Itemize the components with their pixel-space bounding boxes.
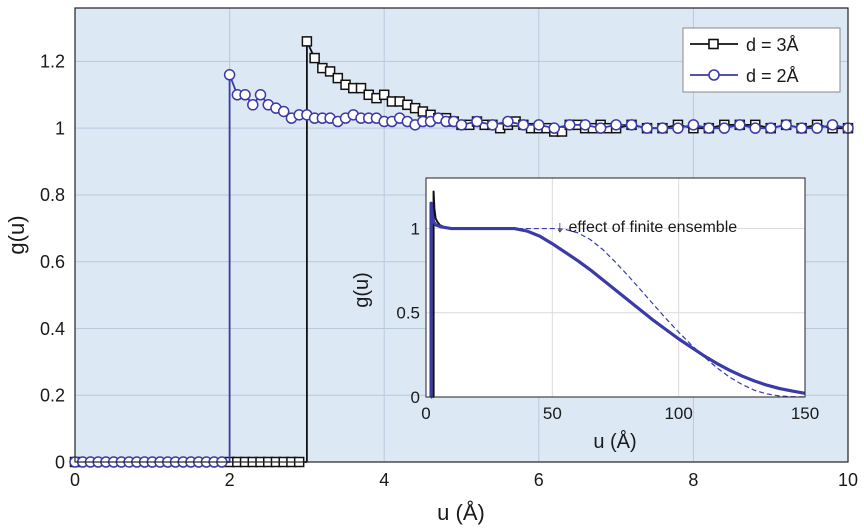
main-data-point-circle: [687, 119, 700, 131]
main-y-axis-label: g(u): [4, 215, 29, 254]
inset-plot-frame: [425, 177, 806, 398]
main-y-tick-label: 0.2: [40, 386, 65, 406]
main-data-point-circle: [610, 119, 622, 131]
main-data-point-circle: [749, 122, 761, 134]
inset-series-line-2: [501, 227, 806, 398]
main-x-tick-labels: 0 2 4 6 8 10: [70, 470, 858, 490]
main-plot-frame: [74, 7, 849, 463]
legend-marker-square: [708, 38, 719, 50]
main-data-point-square: [324, 66, 336, 77]
main-data-point-circle: [502, 115, 514, 128]
main-data-point-circle: [277, 105, 290, 118]
inset-annotation: ↓ effect of finite ensemble: [556, 219, 737, 236]
inset-y-tick-label: 1: [411, 219, 420, 238]
main-data-point-square: [355, 82, 367, 94]
inset-y-axis-label: g(u): [351, 272, 373, 308]
main-data-point-circle: [764, 122, 777, 134]
main-data-point-circle: [826, 119, 839, 131]
main-data-point-square: [378, 89, 390, 101]
main-data-point-circle: [734, 119, 746, 131]
main-data-point-square: [309, 52, 320, 64]
main-data-point-circle: [563, 119, 576, 131]
inset-x-tick-label: 0: [421, 404, 430, 423]
main-data-point-circle: [223, 69, 236, 81]
main-y-tick-label: 0: [55, 452, 65, 472]
main-y-tick-label: 1: [55, 118, 65, 138]
inset-x-tick-label: 150: [791, 404, 819, 423]
main-data-point-circle: [254, 89, 267, 101]
inset-y-tick-label: 0: [411, 388, 420, 407]
main-y-tick-label: 1.2: [40, 52, 65, 72]
main-data-point-circle: [594, 122, 607, 134]
inset-plot-background: [426, 178, 805, 397]
main-data-point-circle: [780, 119, 792, 131]
main-x-tick-label: 10: [838, 470, 858, 490]
inset-series-line-1: [429, 201, 806, 399]
main-x-tick-label: 2: [225, 470, 235, 490]
legend-box: [682, 27, 841, 93]
main-y-tick-label: 0.8: [40, 185, 65, 205]
main-data-point-circle: [795, 122, 808, 134]
inset-x-tick-label: 50: [543, 404, 562, 423]
main-data-point-circle: [486, 119, 499, 131]
inset-chart: 0 50 100 150 00.51 u (Å) g(u) ↓ effect of f…: [351, 177, 819, 453]
main-data-point-circle: [533, 119, 545, 131]
main-data-point-circle: [471, 115, 483, 128]
main-x-tick-label: 6: [534, 470, 544, 490]
main-data-point-circle: [641, 122, 653, 134]
inset-y-tick-label: 0.5: [396, 304, 420, 323]
main-data-point-circle: [625, 119, 638, 131]
main-y-tick-label: 0.6: [40, 252, 65, 272]
main-data-point-square: [301, 36, 313, 47]
inset-x-axis-label: u (Å): [593, 430, 636, 453]
main-x-tick-label: 8: [688, 470, 698, 490]
main-data-point-circle: [703, 122, 715, 134]
main-data-point-circle: [672, 122, 684, 134]
main-data-point-circle: [656, 122, 669, 134]
main-data-point-square: [332, 72, 344, 84]
legend-label-d2: d = 2Å: [746, 66, 799, 86]
main-data-point-circle: [718, 122, 731, 134]
main-data-point-circle: [579, 119, 591, 131]
legend-marker-circle: [708, 69, 720, 81]
main-data-point-circle: [548, 122, 561, 134]
inset-series-layer: [429, 190, 806, 399]
main-x-axis-label: u (Å): [437, 500, 485, 525]
legend-label-d3: d = 3Å: [746, 35, 799, 55]
main-x-tick-label: 0: [70, 470, 80, 490]
inset-y-tick-labels: 00.51: [396, 219, 420, 406]
legend: d = 3Å d = 2Å: [682, 27, 841, 93]
main-data-point-circle: [239, 89, 251, 101]
inset-x-tick-label: 100: [664, 404, 692, 423]
main-x-tick-label: 4: [379, 470, 389, 490]
inset-x-tick-labels: 0 50 100 150: [421, 404, 819, 423]
main-data-point-circle: [811, 122, 823, 134]
main-data-point-circle: [247, 99, 259, 111]
main-y-tick-label: 0.4: [40, 319, 65, 339]
main-data-point-circle: [455, 119, 468, 131]
main-y-tick-labels: 0 0.2 0.4 0.6 0.8 1 1.2: [40, 52, 65, 473]
main-data-point-circle: [517, 119, 530, 131]
